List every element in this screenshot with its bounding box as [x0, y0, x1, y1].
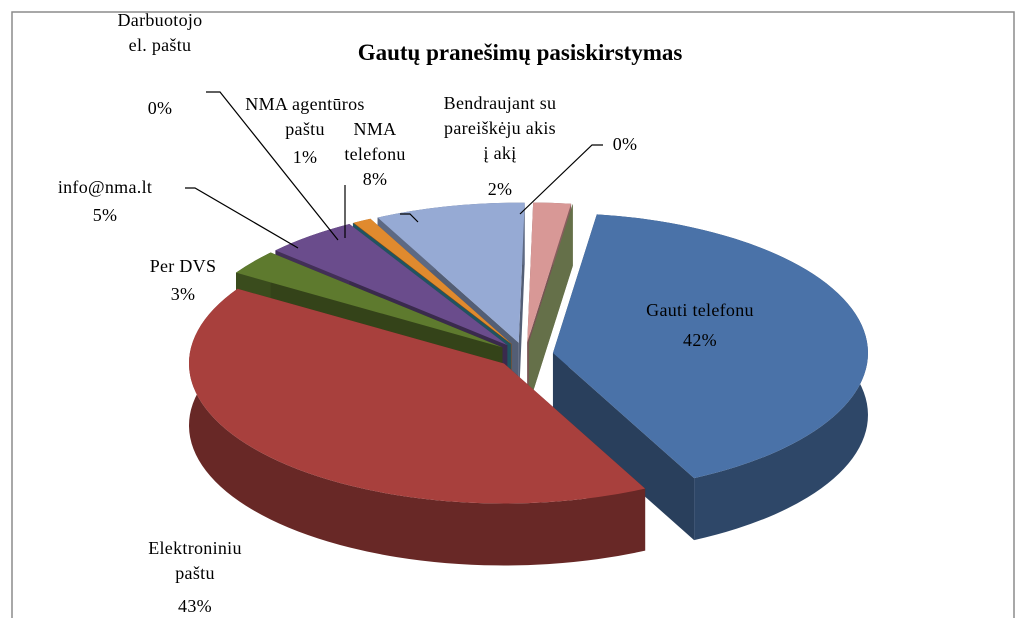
- value-label: 8%: [362, 169, 388, 189]
- slices: [188, 202, 868, 566]
- frame: [11, 11, 1015, 618]
- value-label: 3%: [170, 284, 196, 304]
- slice-label: Darbuotojo el. paštu: [117, 10, 203, 55]
- slice-cut-face: [528, 203, 573, 405]
- slice-label: Gauti telefonu: [646, 300, 754, 320]
- pie-slice: [352, 222, 511, 345]
- slice-label: NMA telefonu: [344, 119, 406, 164]
- pie-slice: [236, 252, 503, 348]
- pie-slice: [377, 202, 525, 343]
- pie-slice: [552, 214, 868, 479]
- pie-slice: [188, 288, 646, 504]
- leader-lines: [185, 91, 603, 249]
- value-label: 2%: [487, 179, 513, 199]
- chart-title: Gautų pranešimų pasiskirstymas: [357, 40, 683, 65]
- value-label: 1%: [292, 147, 318, 167]
- leader-line: [206, 91, 339, 241]
- pie-slice: [275, 224, 508, 346]
- slice-label: NMA agentūros paštu: [245, 94, 365, 139]
- slice-cut-face: [552, 352, 695, 541]
- slice-wall: [188, 288, 646, 566]
- value-label: 42%: [683, 330, 717, 350]
- pie-slice: [527, 202, 572, 343]
- slice-label: Bendraujant su pareiškėju akis į akį: [443, 93, 557, 163]
- pie-slice: [353, 218, 512, 344]
- slice-label: info@nma.lt: [57, 177, 153, 197]
- leader-line: [400, 213, 419, 223]
- leader-line: [519, 144, 603, 215]
- value-label: 0%: [147, 98, 173, 118]
- slice-label: Per DVS: [149, 256, 217, 276]
- value-label: 5%: [92, 205, 118, 225]
- slice-label: Elektroniniu paštu: [148, 538, 242, 583]
- leader-line: [185, 187, 299, 249]
- value-label: 0%: [612, 134, 638, 154]
- chart-border: [11, 11, 1015, 618]
- value-label: 43%: [178, 596, 212, 616]
